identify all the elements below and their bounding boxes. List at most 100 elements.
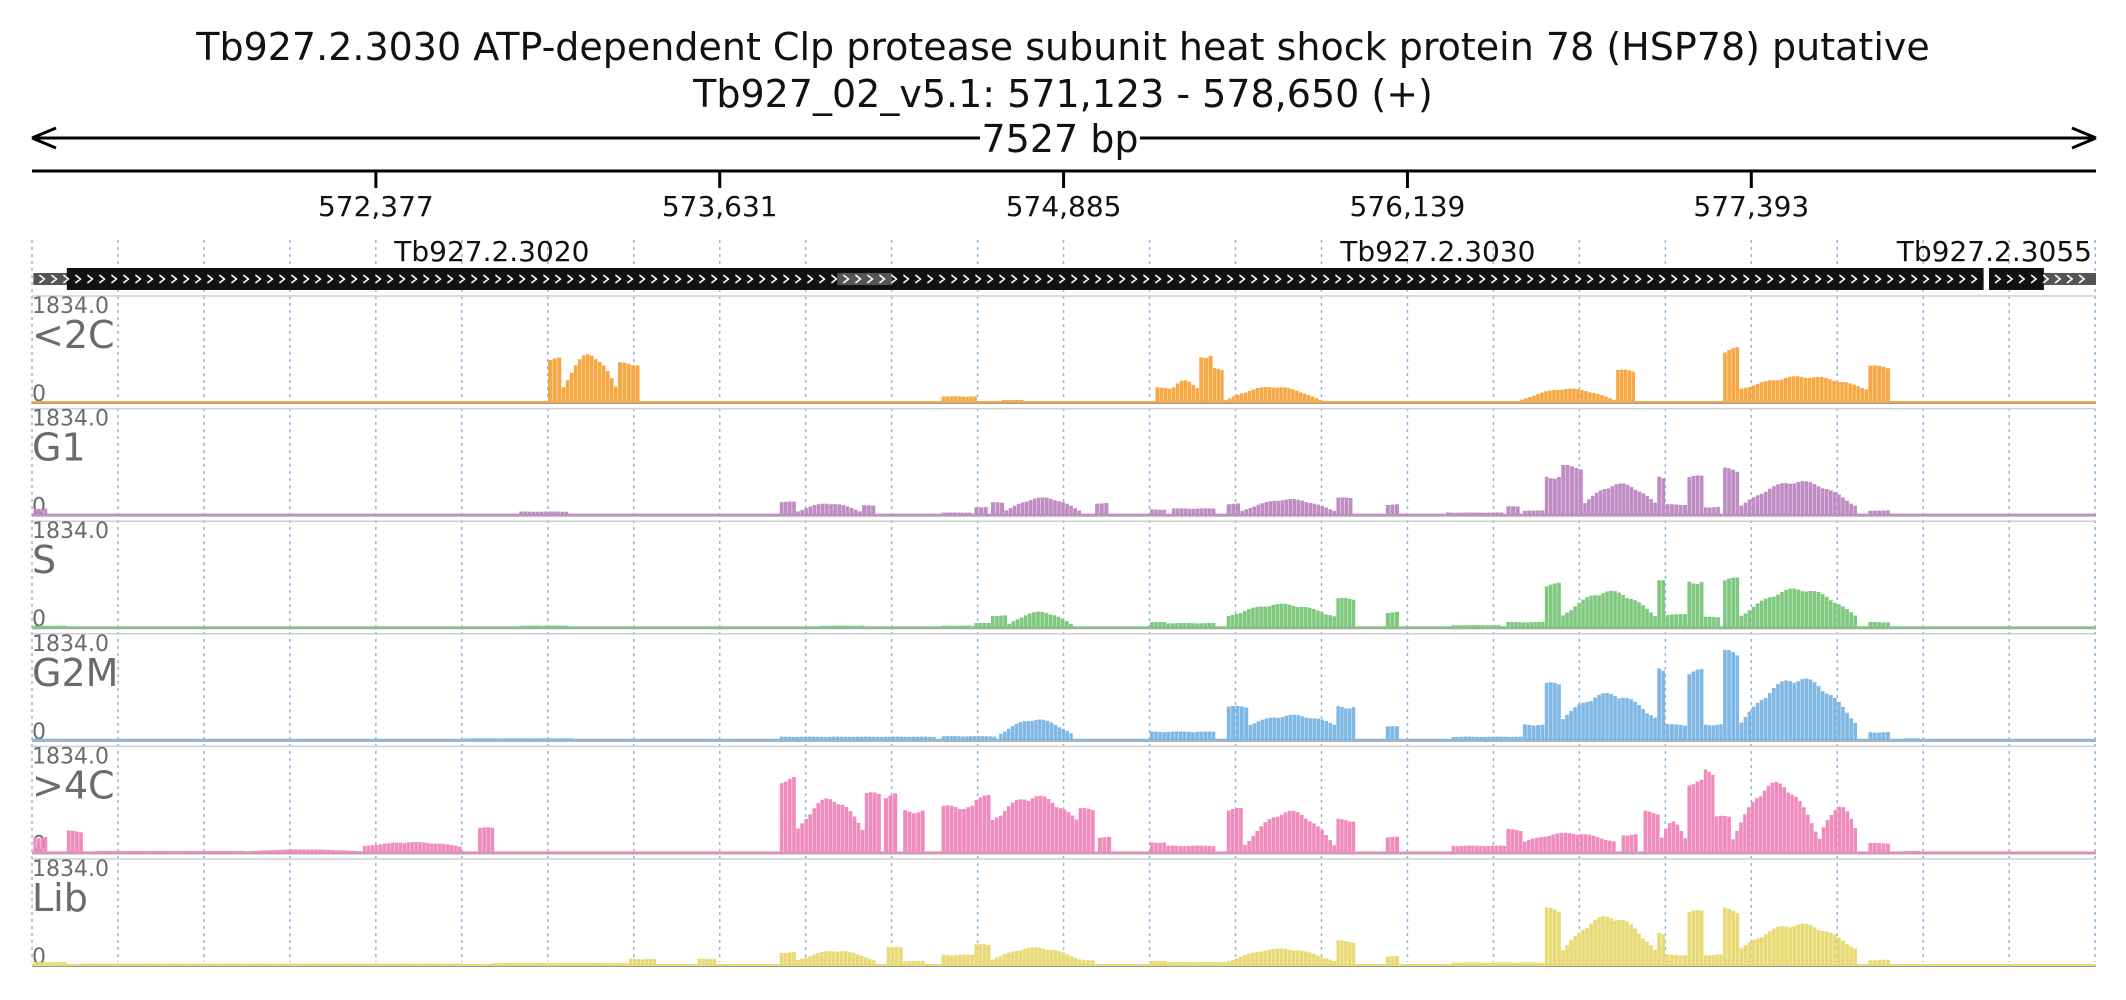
genomic-location: Tb927_02_v5.1: 571,123 - 578,650 (+) xyxy=(692,72,1433,116)
coverage-segment xyxy=(1544,907,1561,965)
span-length-label: 7527 bp xyxy=(981,117,1138,161)
coverage-segment xyxy=(1868,959,1890,965)
coverage-segment xyxy=(1703,616,1720,628)
ruler-tick-label: 576,139 xyxy=(1350,190,1466,223)
coverage-segment xyxy=(1004,497,1082,515)
track-name: <2C xyxy=(32,313,115,357)
coverage-segment xyxy=(1561,590,1657,628)
coverage-segment xyxy=(1723,467,1740,515)
track-name: S xyxy=(32,538,56,582)
coverage-segment xyxy=(1385,726,1400,740)
coverage-segment xyxy=(862,505,876,515)
coverage-segment xyxy=(796,503,862,515)
coverage-segment xyxy=(1240,499,1337,515)
coverage-segment xyxy=(1657,476,1666,515)
coverage-segment xyxy=(1226,948,1337,965)
coverage-segment xyxy=(1714,815,1731,853)
coverage-segment xyxy=(1687,581,1704,628)
coverage-segment xyxy=(1561,464,1583,515)
coverage-segment xyxy=(1506,828,1523,853)
coverage-segment xyxy=(1739,376,1868,402)
span-arrow-right-head xyxy=(2071,126,2097,150)
coverage-tracks: 1834.0<2C01834.0G101834.0S01834.0G2M0183… xyxy=(32,294,2096,970)
coverage-segment xyxy=(999,719,1073,740)
coverage-segment xyxy=(779,777,796,853)
gene-name: Tb927.2.3055 xyxy=(1896,235,2092,268)
coverage-segment xyxy=(941,805,975,853)
gene-model: Tb927.2.3030 xyxy=(837,235,1984,290)
coverage-segment xyxy=(1621,834,1638,853)
coverage-segment xyxy=(1155,387,1172,402)
coverage-segment xyxy=(1665,724,1687,740)
track-scale-max: 1834.0 xyxy=(32,857,109,882)
coverage-segment xyxy=(1385,611,1400,628)
coverage-segment xyxy=(1171,508,1216,515)
coverage-segment xyxy=(1522,832,1616,853)
coverage-segment xyxy=(779,952,796,965)
coverage-segment xyxy=(1583,483,1657,515)
coverage-segment xyxy=(1665,954,1687,965)
gene-cds xyxy=(66,268,917,290)
coverage-segment xyxy=(1665,614,1687,628)
coverage-segment xyxy=(1643,810,1660,853)
coverage-segment xyxy=(1336,597,1356,628)
coverage-segment xyxy=(478,827,495,853)
coverage-segment xyxy=(1723,347,1740,402)
coverage-segment xyxy=(1199,355,1213,402)
coverage-segment xyxy=(941,954,975,965)
coverage-segment xyxy=(903,810,925,853)
coverage-segment xyxy=(1544,582,1561,628)
coverage-segment xyxy=(1687,669,1704,740)
coverage-segment xyxy=(1078,807,1095,853)
coverage-segment xyxy=(1544,476,1561,515)
track-scale-max: 1834.0 xyxy=(32,294,109,319)
coverage-segment xyxy=(1687,779,1704,853)
coverage-segment xyxy=(990,615,1007,628)
ruler-tick-label: 574,885 xyxy=(1006,190,1122,223)
coverage-segment xyxy=(1224,387,1323,402)
grid-lines xyxy=(31,240,2096,962)
coverage-track: 1834.0<2C 0 xyxy=(32,294,2096,407)
coverage-track: 1834.0>4C0 xyxy=(32,744,2096,857)
coverage-segment xyxy=(1657,932,1666,965)
coverage-segment xyxy=(1703,954,1723,965)
coverage-segment xyxy=(1821,806,1858,853)
coverage-segment xyxy=(990,947,1082,965)
coverage-segment xyxy=(1868,732,1890,740)
coverage-segment xyxy=(941,396,977,402)
coverage-segment xyxy=(886,946,903,965)
track-name: G2M xyxy=(32,651,118,695)
ruler-tick-label: 573,631 xyxy=(662,190,778,223)
coverage-segment xyxy=(1723,649,1740,740)
coverage-segment xyxy=(1687,475,1704,515)
track-scale-min: 0 xyxy=(32,382,46,407)
coverage-segment xyxy=(1731,781,1822,853)
coverage-segment xyxy=(1522,724,1545,740)
gene-cds xyxy=(892,268,1984,290)
track-scale-max: 1834.0 xyxy=(32,407,109,432)
coverage-segment xyxy=(561,354,618,402)
coverage-segment xyxy=(883,793,898,853)
coverage-segment xyxy=(974,507,988,515)
coverage-segment xyxy=(1739,588,1858,628)
coverage-segment xyxy=(1385,956,1400,965)
coverage-segment xyxy=(779,501,796,515)
coverage-segment xyxy=(1336,706,1356,740)
track-name: >4C xyxy=(32,763,115,807)
ruler-tick-label: 572,377 xyxy=(318,190,434,223)
coverage-segment xyxy=(1226,503,1240,515)
gene-cds xyxy=(1989,268,2044,290)
coverage-segment xyxy=(1506,621,1545,628)
coverage-segment xyxy=(1336,497,1353,515)
coverage-segment xyxy=(548,357,562,402)
span-arrow: 7527 bp xyxy=(31,117,2097,161)
gene-name: Tb927.2.3030 xyxy=(1339,235,1535,268)
coverage-segment xyxy=(974,944,991,965)
coverage-segment xyxy=(66,830,83,853)
coverage-segment xyxy=(1868,510,1890,515)
coverage-segment xyxy=(1660,821,1688,853)
coverage-segment xyxy=(1095,502,1109,515)
coverage-segment xyxy=(1520,388,1616,402)
